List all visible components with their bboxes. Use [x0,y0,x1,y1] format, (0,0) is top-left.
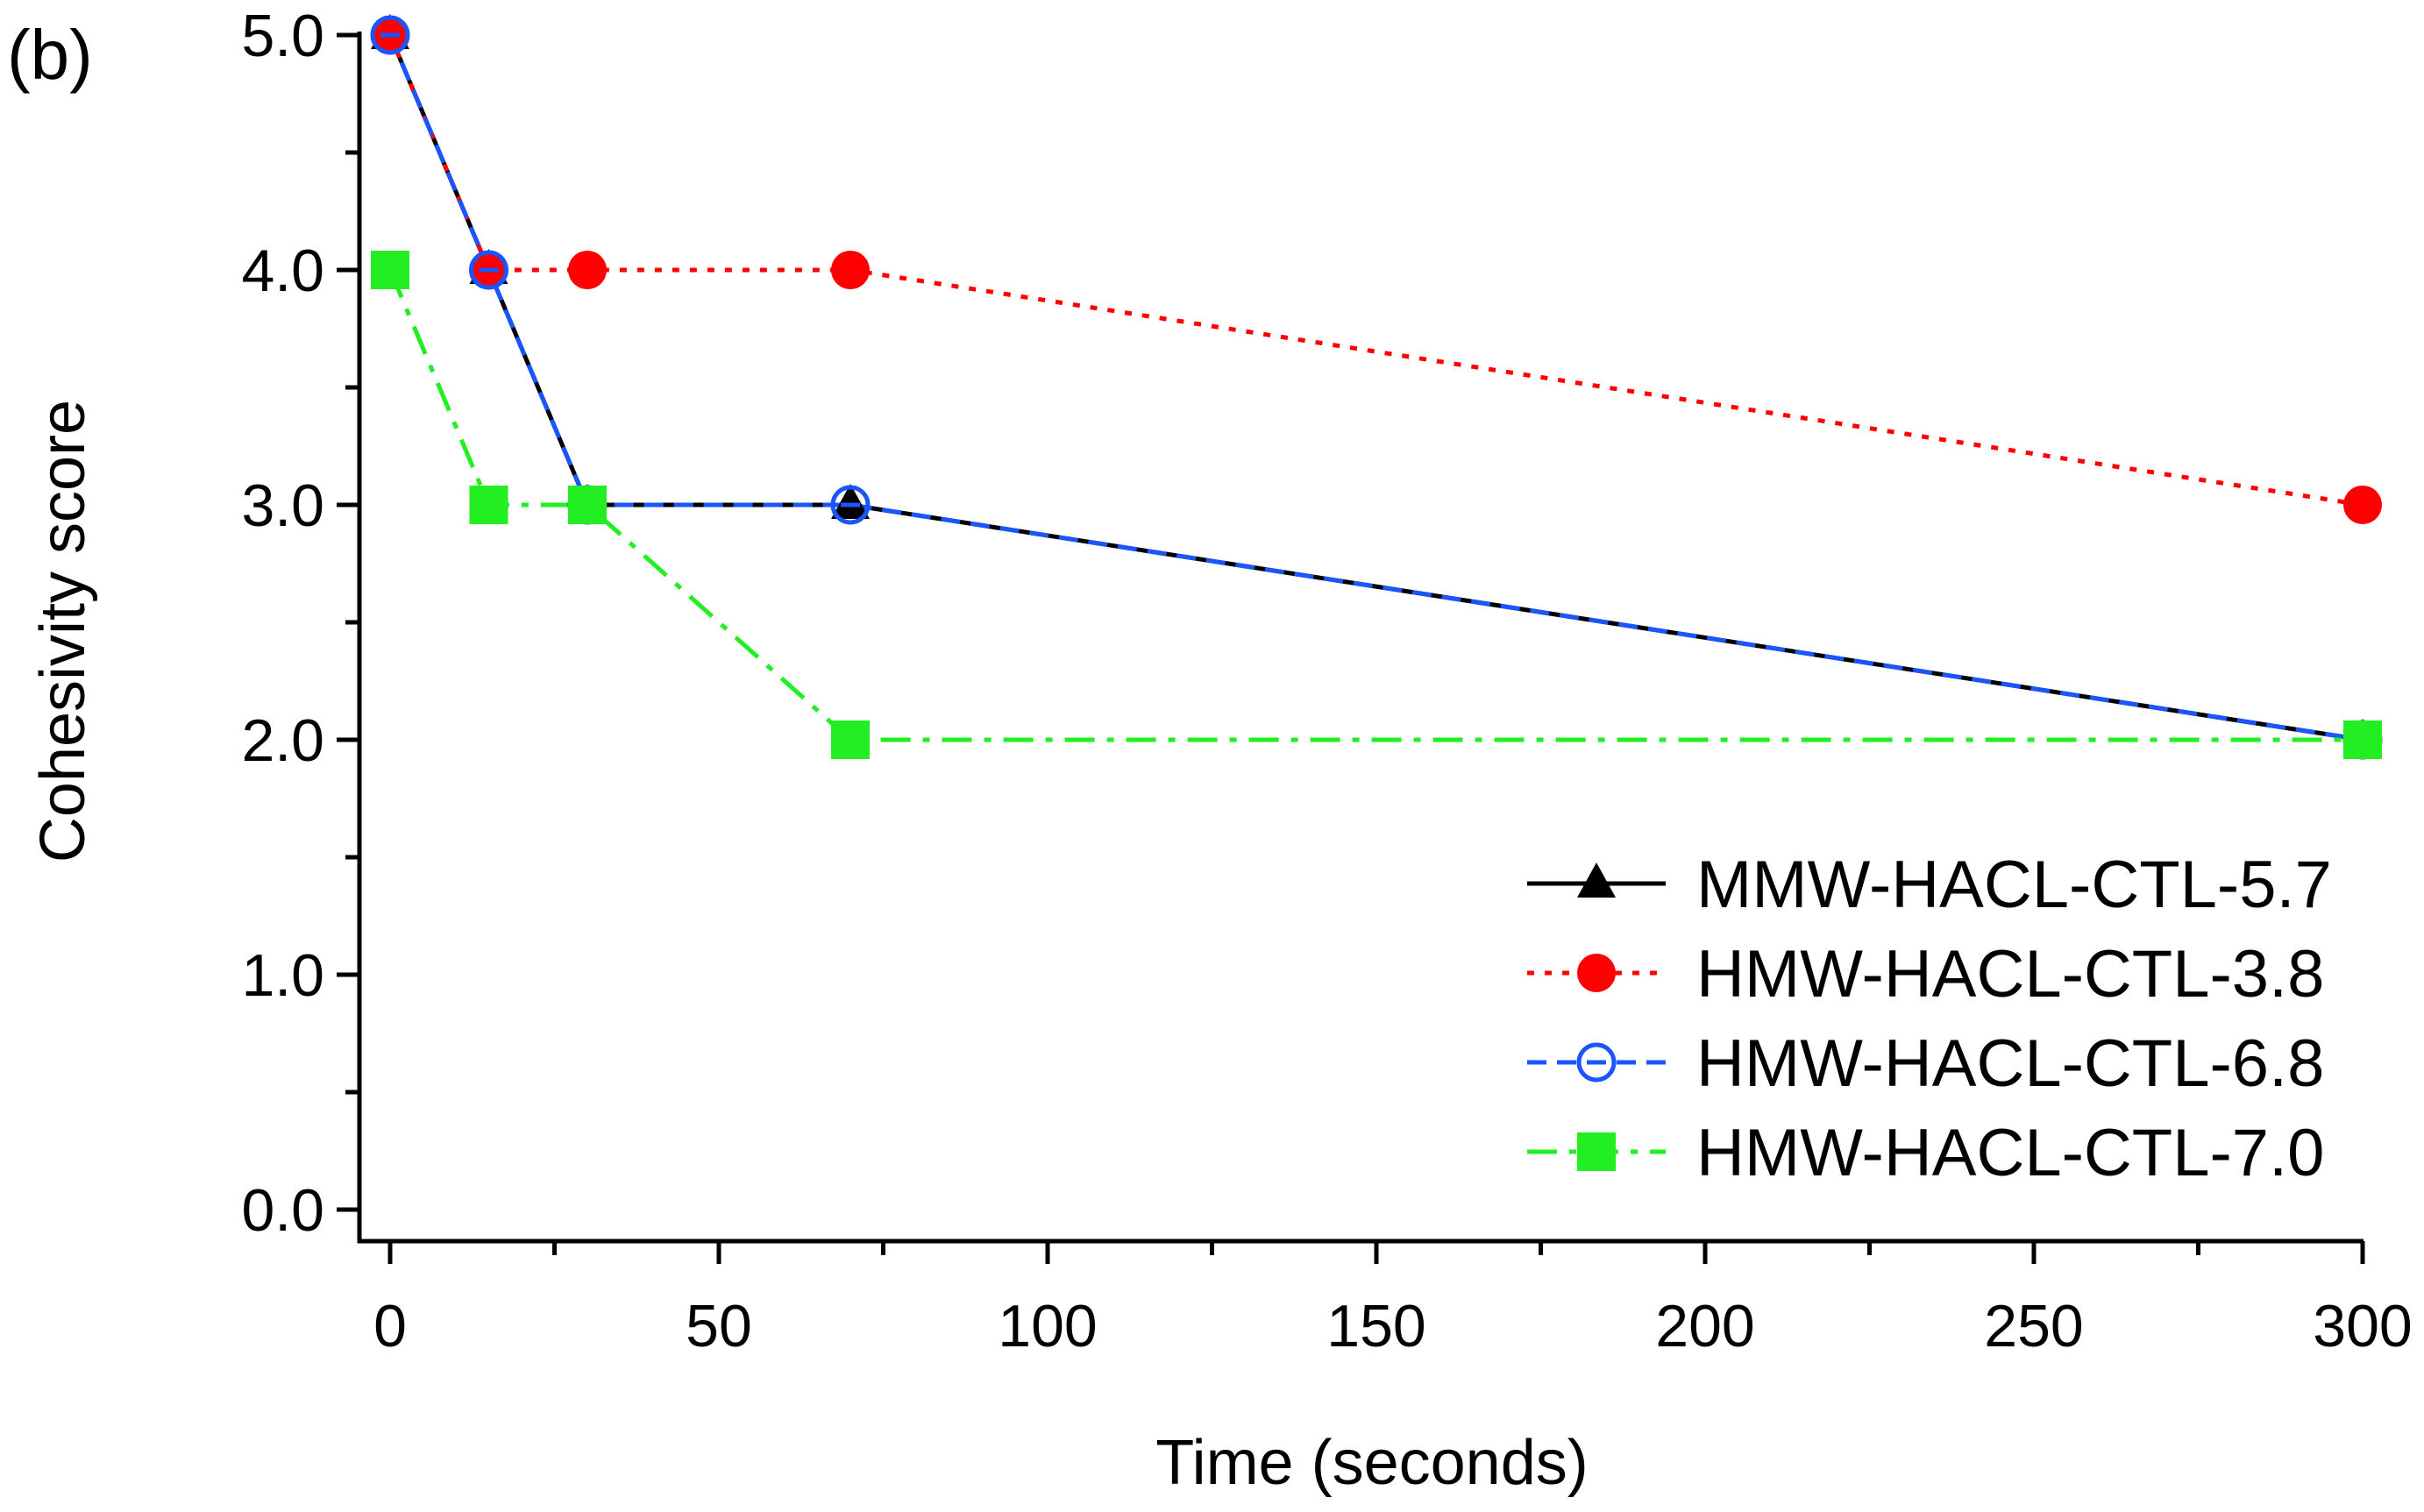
y-tick-label: 0.0 [241,1177,324,1244]
data-point-hmw-hacl-ctl-7.0-2 [568,486,607,524]
axes: 0.0 1.0 2.0 3.0 4.0 5.0 0 50 100 150 200 250 300 [241,3,2412,1359]
y-tick-label: 4.0 [241,238,324,304]
x-axis-title: Time (seconds) [1155,1428,1588,1498]
legend-item: HMW-HACL-CTL-6.8 [1527,1026,2324,1101]
x-tick-label: 150 [1326,1293,1425,1359]
legend-marker [1577,1132,1616,1171]
y-tick-label: 3.0 [241,472,324,539]
x-tick-label: 100 [998,1293,1097,1359]
y-tick-label: 5.0 [241,3,324,69]
x-tick-label: 250 [1984,1293,2083,1359]
data-point-hmw-hacl-ctl-3.8-2 [568,251,607,289]
legend: MMW-HACL-CTL-5.7 HMW-HACL-CTL-3.8 HMW-HACL… [1527,848,2332,1190]
data-point-hmw-hacl-ctl-6.8-3 [830,485,871,525]
data-point-hmw-hacl-ctl-6.8-1 [469,250,508,290]
series-markers [370,14,2383,760]
legend-label: HMW-HACL-CTL-6.8 [1696,1026,2324,1101]
legend-item: HMW-HACL-CTL-7.0 [1527,1116,2324,1190]
x-tick-label: 300 [2313,1293,2412,1359]
legend-marker [1577,954,1616,992]
y-tick-label: 1.0 [241,942,324,1009]
series-line-hmw-hacl-ctl-3.8 [387,34,2364,508]
series-lines [387,34,2364,742]
legend-marker [1576,1042,1617,1083]
panel-label: (b) [7,16,93,94]
data-point-hmw-hacl-ctl-6.8-0 [370,15,410,55]
x-tick-label: 0 [373,1293,407,1359]
x-tick-label: 200 [1655,1293,1754,1359]
legend-item: HMW-HACL-CTL-3.8 [1527,937,2324,1012]
series-line-hmw-hacl-ctl-6.8 [387,34,2364,742]
data-point-hmw-hacl-ctl-7.0-1 [469,486,508,524]
data-point-hmw-hacl-ctl-3.8-3 [831,251,870,289]
x-tick-label: 50 [686,1293,752,1359]
y-axis-title: Cohesivity score [28,400,98,862]
data-point-hmw-hacl-ctl-7.0-0 [371,251,409,289]
legend-marker-ring [1576,1042,1617,1083]
data-point-hmw-hacl-ctl-6.8-0-ring [370,15,410,55]
series-line-mmw-hacl-ctl-5.7 [387,34,2364,742]
legend-item: MMW-HACL-CTL-5.7 [1527,848,2332,922]
legend-label: HMW-HACL-CTL-7.0 [1696,1116,2324,1190]
y-tick-label: 2.0 [241,707,324,774]
data-point-hmw-hacl-ctl-7.0-4 [2343,721,2382,759]
data-point-hmw-hacl-ctl-7.0-3 [831,721,870,759]
data-point-hmw-hacl-ctl-6.8-3-ring [830,485,871,525]
data-point-mmw-hacl-ctl-5.7-3 [831,484,870,519]
legend-label: MMW-HACL-CTL-5.7 [1696,848,2332,922]
legend-label: HMW-HACL-CTL-3.8 [1696,937,2324,1012]
legend-marker [1577,862,1616,898]
data-point-hmw-hacl-ctl-3.8-4 [2343,486,2382,524]
data-point-hmw-hacl-ctl-6.8-1-ring [469,250,508,290]
